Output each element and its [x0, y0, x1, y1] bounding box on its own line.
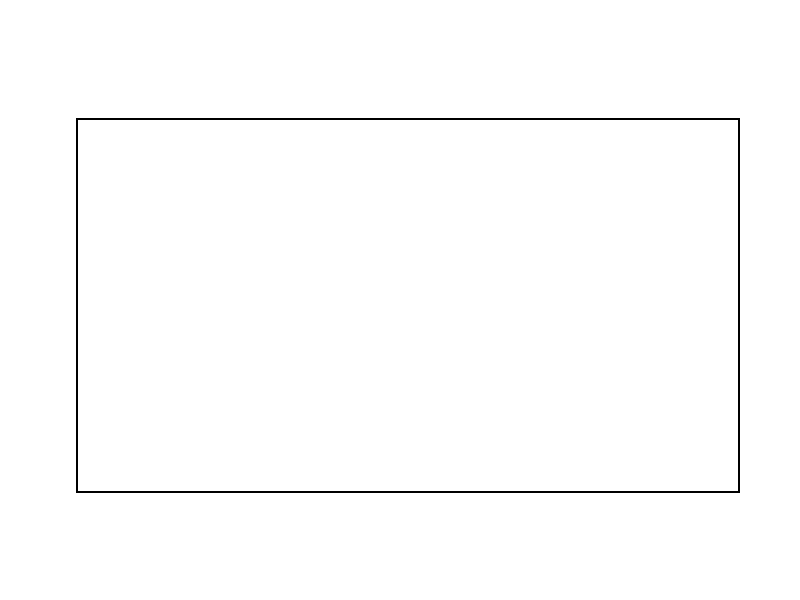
data-line-svg	[78, 120, 738, 491]
plot-area	[76, 118, 740, 493]
